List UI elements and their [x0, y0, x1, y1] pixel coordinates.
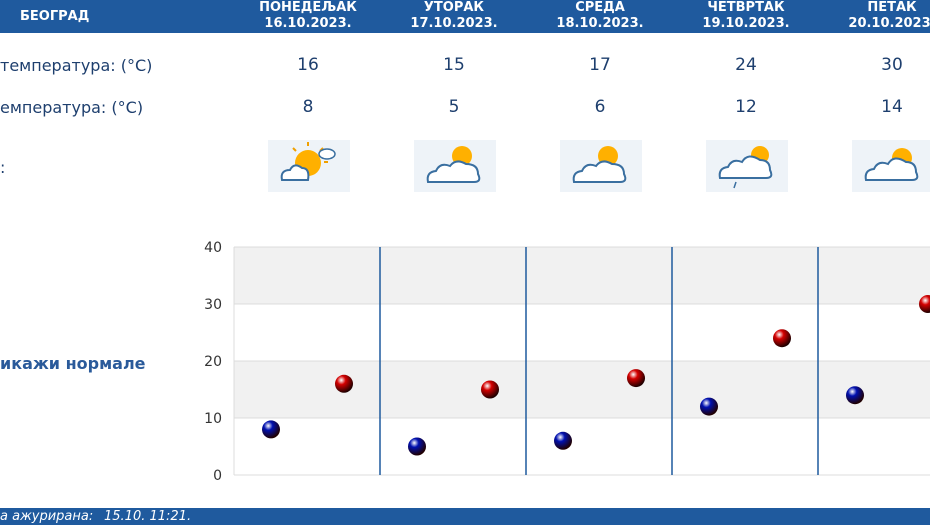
y-tick-label: 20 [204, 354, 222, 370]
min-temp-tue: 5 [448, 97, 460, 117]
max-temp-wed: 17 [589, 55, 611, 75]
min-temp-point [846, 386, 864, 405]
updated-time: 15.10. 11:21. [104, 509, 192, 524]
min-temp-label: емпература: (°C) [0, 98, 144, 117]
min-temp-mon: 8 [302, 97, 314, 117]
min-temp-point [262, 420, 280, 439]
max-temp-point [335, 374, 353, 393]
min-temp-point [408, 437, 426, 456]
partly-cloudy-icon [852, 140, 930, 192]
min-temp-point [554, 431, 572, 450]
y-tick-label: 0 [213, 468, 222, 484]
max-temp-tue: 15 [443, 55, 465, 75]
min-temp-wed: 6 [594, 97, 606, 117]
max-temp-point [627, 369, 645, 388]
min-temp-thu: 12 [735, 97, 757, 117]
day-header-wed: СРЕДА 18.10.2023. [530, 0, 670, 32]
day-date: 18.10.2023. [556, 16, 644, 31]
day-name: ПЕТАК [867, 0, 917, 15]
footer-bar: а ажурирана: 15.10. 11:21. [0, 508, 930, 525]
day-name: УТОРАК [423, 0, 485, 15]
max-temp-point [481, 380, 499, 399]
day-header-thu: ЧЕТВРТАК 19.10.2023. [676, 0, 816, 32]
day-date: 16.10.2023. [264, 16, 352, 31]
max-temp-mon: 16 [297, 55, 319, 75]
cloud-rain-icon [706, 140, 788, 192]
max-temp-point [919, 295, 930, 313]
updated-label: а ажурирана: [0, 509, 94, 524]
max-temp-thu: 24 [735, 55, 757, 75]
day-date: 19.10.2023. [702, 16, 790, 31]
day-header-tue: УТОРАК 17.10.2023. [384, 0, 524, 32]
day-name: ЧЕТВРТАК [707, 0, 785, 15]
temperature-chart: 0 10 20 30 40 [204, 240, 930, 484]
day-header-fri: ПЕТАК 20.10.2023. [822, 0, 930, 32]
max-temp-label: температура: (°C) [0, 56, 153, 75]
city-name: БЕОГРАД [20, 9, 90, 24]
partly-cloudy-icon [414, 140, 496, 192]
day-date: 17.10.2023. [410, 16, 498, 31]
partly-cloudy-icon [560, 140, 642, 192]
min-temp-point [700, 397, 718, 416]
grid-band [234, 247, 930, 304]
y-tick-label: 40 [204, 240, 222, 256]
day-name: СРЕДА [575, 0, 625, 15]
show-normals-link[interactable]: икажи нормале [0, 354, 146, 373]
sun-cloud-icon [268, 140, 350, 192]
y-tick-label: 10 [204, 411, 222, 427]
y-tick-label: 30 [204, 297, 222, 313]
max-temp-point [773, 329, 791, 348]
day-header-mon: ПОНЕДЕЉАК 16.10.2023. [238, 0, 378, 32]
day-date: 20.10.2023. [848, 16, 930, 31]
day-name: ПОНЕДЕЉАК [259, 0, 357, 15]
weather-icon-label: : [0, 158, 6, 177]
max-temp-fri: 30 [881, 55, 903, 75]
min-temp-fri: 14 [881, 97, 903, 117]
forecast-header: БЕОГРАД ПОНЕДЕЉАК 16.10.2023. УТОРАК 17.… [0, 0, 930, 33]
